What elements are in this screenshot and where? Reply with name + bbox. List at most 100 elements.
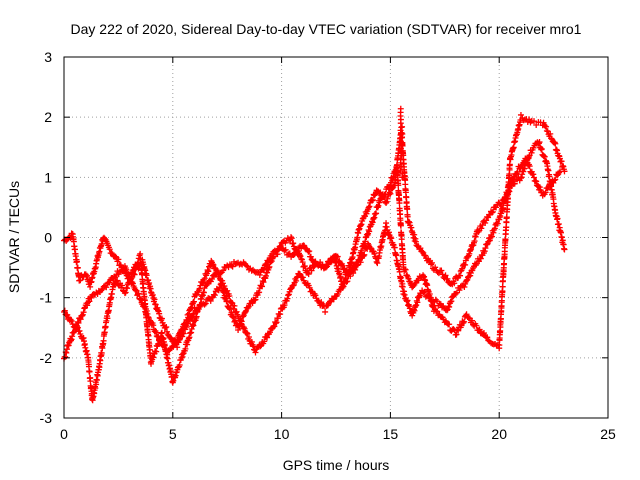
data-point [496,201,503,208]
data-point [397,222,404,229]
x-tick-label: 25 [600,426,616,442]
data-point [299,259,306,266]
data-point [383,198,390,205]
data-point [315,298,322,305]
data-point [306,248,313,255]
spike-point [399,123,406,130]
data-point [261,266,268,273]
data-point [369,197,376,204]
data-point [137,250,144,257]
y-tick-label: -1 [40,290,53,306]
data-point [556,169,563,176]
data-point [493,204,500,211]
data-point [428,259,435,266]
y-tick-label: -2 [40,350,53,366]
data-point [276,243,283,250]
data-point [427,294,434,301]
data-point [241,325,248,332]
data-point [308,267,315,274]
data-point [81,305,88,312]
data-point [252,349,259,356]
data-point [264,334,271,341]
data-point [296,271,303,278]
data-point [531,118,538,125]
data-point [269,254,276,261]
spike-point [397,167,404,174]
data-point [323,264,330,271]
data-point [490,229,497,236]
data-point [526,163,533,170]
data-point [103,284,110,291]
data-point [277,242,284,249]
data-point [410,283,417,290]
data-point [476,326,483,333]
data-point [538,145,545,152]
data-point [514,168,521,175]
data-point [552,176,559,183]
data-point [371,250,378,257]
y-tick-label: 0 [44,230,52,246]
data-point [509,177,516,183]
data-point [542,189,549,196]
data-point [442,272,449,279]
data-point [156,337,163,344]
data-point [452,290,459,297]
data-point [230,314,237,321]
data-point [443,307,450,314]
data-point [402,266,409,273]
data-point [503,214,510,221]
data-point [377,189,384,196]
data-point [209,261,216,268]
data-point [179,327,186,334]
data-point [167,334,174,341]
data-point [354,262,361,269]
data-point [84,302,91,309]
data-point [502,195,509,202]
data-point [170,343,177,350]
data-point [195,305,202,312]
data-point [545,167,552,174]
grid-lines [64,57,608,418]
data-point [506,161,513,168]
data-point [256,289,263,296]
data-point [344,278,351,285]
data-point [277,311,284,318]
data-point [322,308,329,315]
data-point [184,317,191,324]
data-point [220,267,227,274]
data-point [108,250,115,257]
data-point [162,324,169,331]
y-tick-label: -3 [40,410,53,426]
spike-point [399,141,406,148]
data-point [144,310,151,317]
data-point [70,329,77,336]
data-point [456,287,463,294]
data-point [536,139,543,146]
data-point [153,329,160,336]
data-point [235,326,242,333]
data-point [461,318,468,325]
data-point [161,341,168,348]
spike-point [399,170,406,177]
data-point [131,271,138,278]
data-point [297,253,304,260]
data-point [373,258,380,265]
data-point [257,343,264,350]
data-point [182,322,189,329]
data-point [531,174,538,181]
data-point [158,315,165,322]
data-point [122,289,129,296]
data-point [360,252,367,259]
data-point [557,168,564,175]
data-point [119,282,126,289]
data-point [339,284,346,291]
x-axis-label: GPS time / hours [283,457,390,473]
spike-point [398,163,405,170]
data-point [364,240,371,247]
data-point [543,123,550,130]
data-point [417,245,424,252]
data-point [86,298,93,305]
data-point [260,267,267,274]
data-point [155,333,162,340]
